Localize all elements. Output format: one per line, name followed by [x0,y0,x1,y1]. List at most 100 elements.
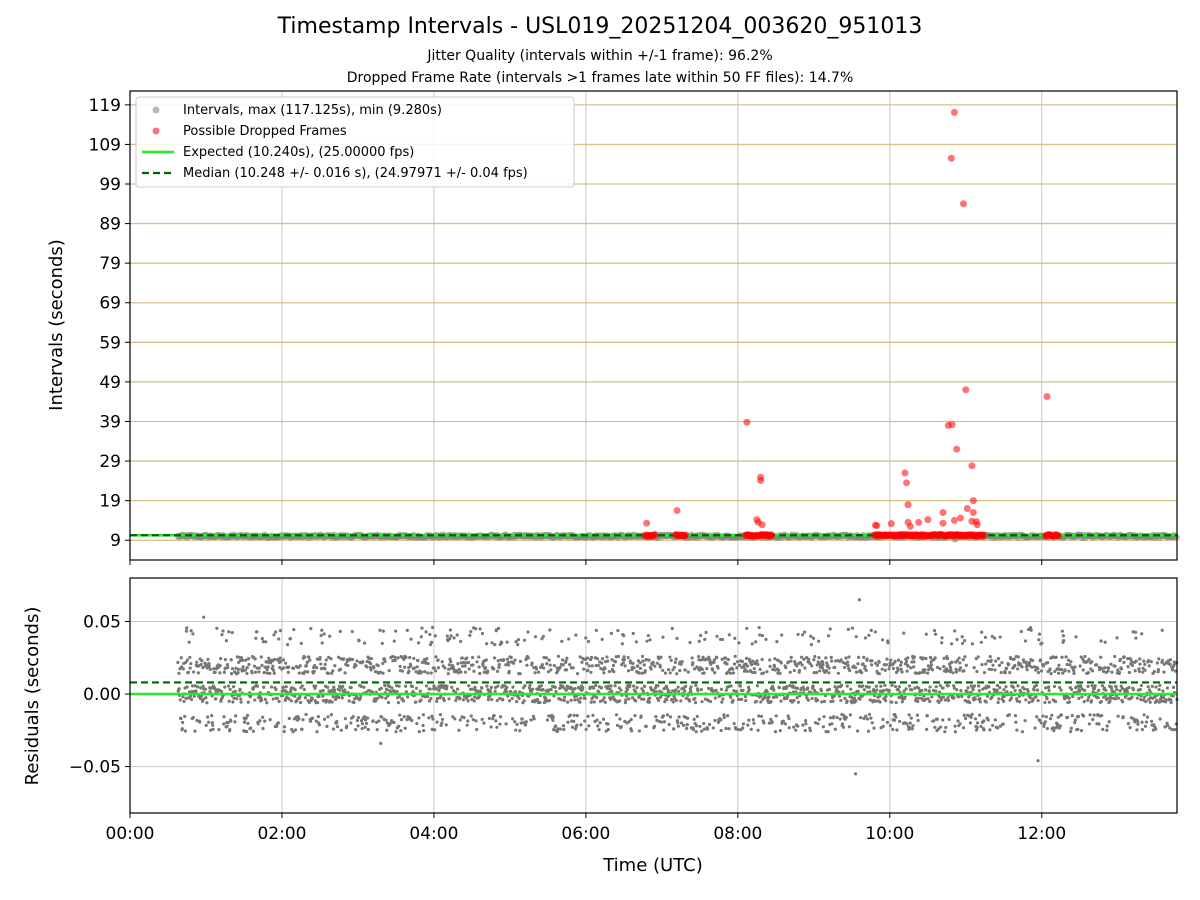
residual-point [566,720,570,724]
residual-point [210,721,214,725]
residual-point [960,641,965,646]
residual-point [265,701,269,705]
residual-point [1039,721,1043,725]
residual-point [1103,640,1107,644]
residual-point [946,684,950,688]
residual-point [658,665,662,669]
dropped-frame-point [757,476,765,484]
residual-point [343,671,347,675]
residual-point [752,721,756,725]
residual-point [777,686,781,690]
residual-point [773,657,777,661]
residual-point [827,687,832,691]
residual-point [331,695,335,699]
residual-point [979,724,983,728]
residual-point [402,657,406,661]
residual-point [775,640,779,644]
residual-point [493,689,497,693]
residual-point [728,671,732,675]
residual-point [1028,625,1033,630]
top-y-tick-label: 49 [99,373,121,393]
residual-point [293,728,298,732]
residual-point [1019,629,1023,634]
residual-point [670,626,674,631]
residual-point [1047,688,1051,693]
residual-point [1104,688,1108,692]
residual-point [702,721,706,726]
residual-point [1162,670,1166,674]
residual-point [810,696,814,701]
residual-point [1161,689,1165,693]
residual-point [607,669,611,674]
residual-point [884,663,888,667]
residual-point [1060,655,1064,659]
residual-point [993,668,997,672]
residual-point [797,668,802,673]
residual-point [276,721,280,725]
residual-point [667,689,671,693]
residual-point [988,728,992,732]
residual-point [218,664,222,668]
residual-point [476,689,480,693]
residual-point [1146,685,1150,689]
residual-point [554,724,558,728]
residual-point [246,713,250,717]
residual-point [1157,657,1161,661]
residuals-series [176,598,1179,776]
residual-point [923,668,927,672]
residual-point [1143,724,1148,728]
residual-point [528,683,532,688]
residual-point [429,640,434,644]
residual-point [405,717,409,722]
residual-point [1059,688,1063,692]
residual-point [463,670,468,674]
residual-point [230,667,235,671]
residual-point [507,669,511,674]
residual-point [613,684,617,688]
residual-point [751,718,755,722]
residual-point [685,722,689,727]
residual-point [322,632,326,636]
residual-point [228,728,232,732]
residual-point [242,720,247,724]
residual-point [493,643,497,647]
residual-point [191,716,195,720]
residual-point [623,701,628,705]
residual-point [287,697,291,701]
residual-point [872,726,876,730]
residual-point [316,714,320,719]
residual-point [656,698,661,702]
residual-point [188,655,192,660]
residual-point [560,658,565,662]
residual-point [655,661,659,665]
residual-point [1126,722,1130,726]
residual-point [942,656,946,660]
residual-point [679,699,683,703]
residual-point [720,637,725,642]
residual-point [836,671,841,675]
dropped-frame-point [873,522,881,530]
residual-point [460,656,464,660]
residual-point [707,655,711,659]
residual-point [1048,717,1053,721]
residual-point [1020,730,1024,734]
residual-point [1156,668,1161,672]
residual-point [773,730,778,734]
residual-point [408,716,412,720]
residual-point [183,729,187,733]
residual-point [1067,669,1071,673]
residual-point [606,727,610,732]
residual-point [495,725,499,729]
residual-point [502,658,506,662]
residual-point [319,662,323,666]
residual-point [819,688,823,693]
residual-point [970,642,975,646]
residual-point [961,726,966,730]
dropped-frame-point [973,521,981,529]
residual-point [346,663,350,668]
residual-point [618,717,622,721]
residual-point [1109,662,1113,666]
top-y-tick-label: 9 [110,531,121,551]
residual-point [191,670,196,674]
residual-point [592,686,596,690]
